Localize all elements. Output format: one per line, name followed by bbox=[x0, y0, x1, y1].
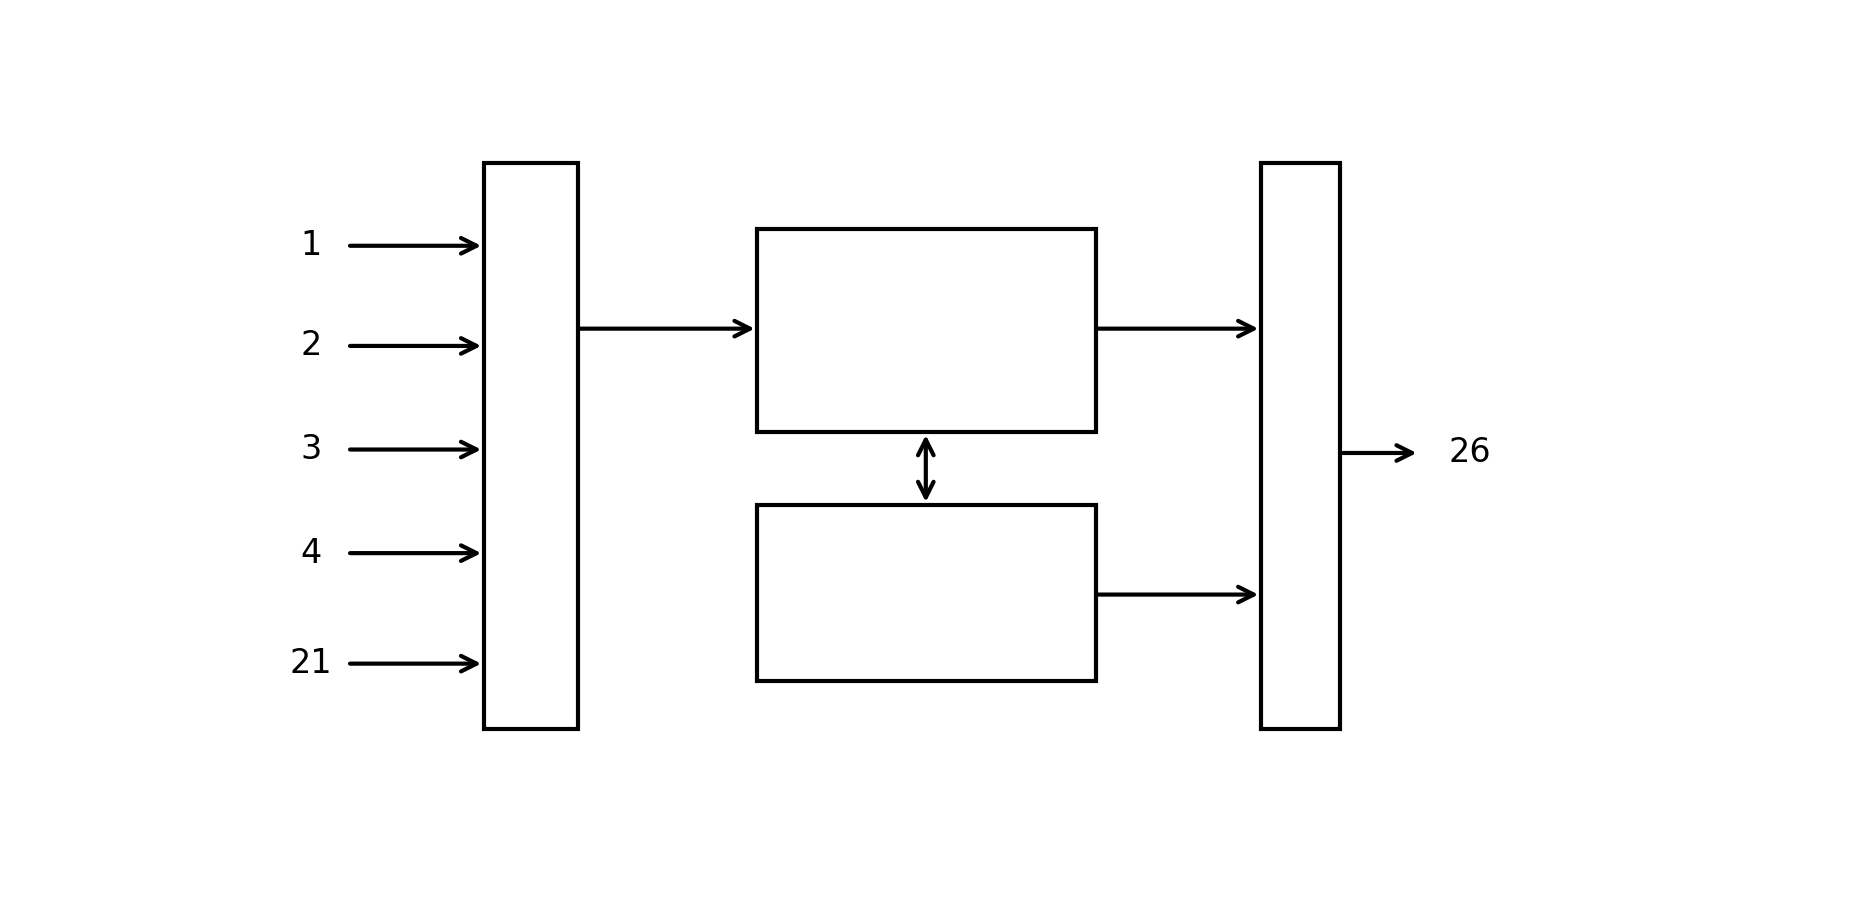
Text: 21: 21 bbox=[290, 647, 332, 680]
Text: 3: 3 bbox=[301, 433, 321, 466]
Text: 26: 26 bbox=[1448, 437, 1491, 469]
Bar bbox=[758, 229, 1096, 432]
Bar bbox=[485, 163, 578, 729]
Bar bbox=[758, 505, 1096, 681]
Text: 1: 1 bbox=[301, 230, 321, 262]
Text: 4: 4 bbox=[301, 536, 321, 570]
Text: 2: 2 bbox=[301, 329, 321, 362]
Bar bbox=[1261, 163, 1341, 729]
